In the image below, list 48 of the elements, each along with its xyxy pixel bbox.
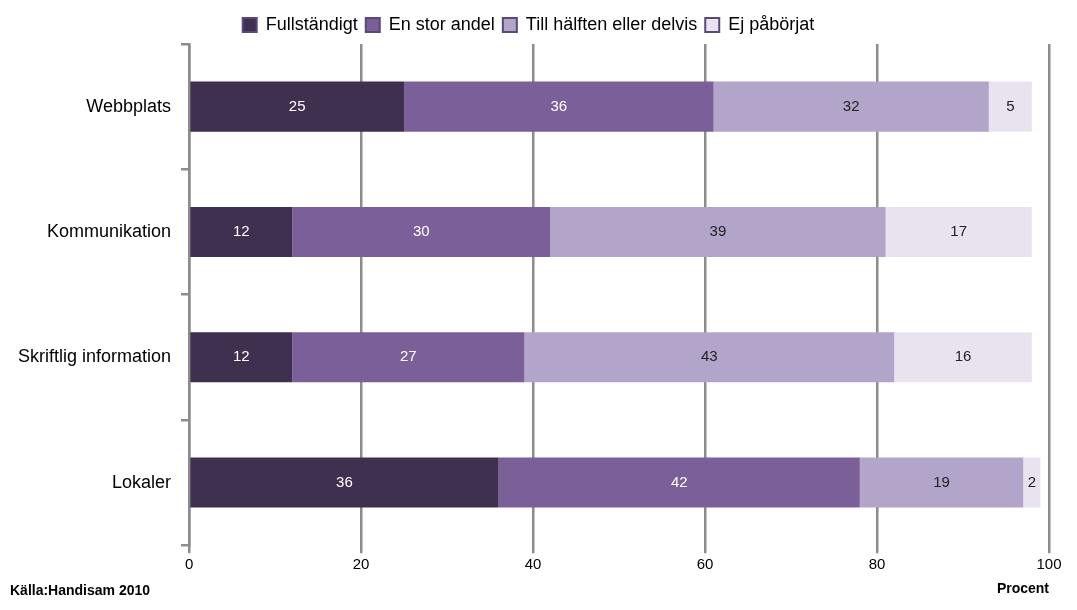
data-label: 5 [1006, 96, 1015, 114]
data-label: 12 [232, 347, 250, 365]
y-tick-label: Kommunikation [46, 220, 172, 241]
x-tick-label: 100 [1036, 555, 1062, 573]
y-tick-label: Lokaler [112, 471, 172, 492]
bar [713, 81, 989, 132]
data-label: 36 [336, 472, 353, 490]
bar [498, 457, 860, 508]
x-tick-label: 40 [524, 555, 542, 573]
legend-label: Till hälften eller delvis [525, 13, 698, 34]
data-label: 36 [550, 96, 568, 114]
x-tick-label: 60 [696, 555, 714, 573]
legend-label: Ej påbörjat [728, 13, 815, 34]
data-label: 2 [1027, 472, 1036, 490]
bar [894, 332, 1032, 383]
bar [1023, 457, 1041, 508]
text: Källa:Handisam 2010 [10, 581, 151, 598]
data-label: 32 [842, 96, 860, 114]
bar [190, 457, 499, 508]
data-label: 39 [709, 222, 727, 240]
legend-label: En stor andel [388, 13, 495, 34]
data-label: 12 [232, 222, 250, 240]
data-label: 25 [288, 96, 306, 114]
data-label: 16 [954, 347, 972, 365]
x-axis-title: Procent [996, 580, 1050, 597]
bar [190, 81, 405, 132]
data-label: 42 [670, 472, 688, 490]
x-tick-label: 20 [352, 555, 370, 573]
data-label: 19 [933, 472, 950, 490]
bar [404, 81, 714, 132]
data-label: 17 [950, 222, 968, 240]
bar [190, 332, 293, 383]
bar [190, 206, 293, 258]
x-tick-label: 0 [184, 555, 194, 573]
bar [550, 206, 886, 258]
data-label: 27 [400, 347, 417, 365]
bar [859, 457, 1024, 508]
data-label: 43 [700, 347, 718, 365]
x-tick-label: 80 [868, 555, 886, 573]
bar [292, 206, 551, 258]
data-label: 30 [412, 222, 430, 240]
bar [988, 81, 1032, 132]
bar [292, 332, 525, 383]
legend-label: Fullständigt [265, 13, 358, 34]
bar [524, 332, 895, 383]
y-tick-label: Webbplats [86, 95, 172, 116]
bar [885, 206, 1032, 258]
y-tick-label: Skriftlig information [17, 346, 172, 367]
